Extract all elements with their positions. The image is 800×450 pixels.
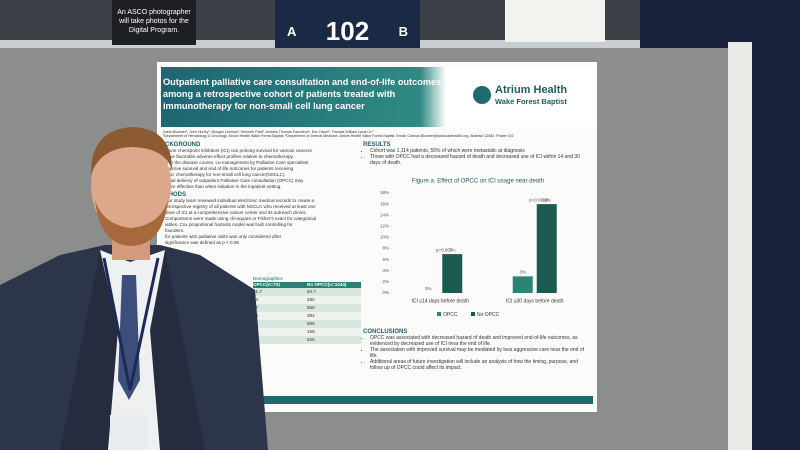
y-tick-label: 12% bbox=[380, 224, 389, 229]
bar bbox=[536, 204, 557, 293]
y-tick-label: 18% bbox=[380, 190, 389, 195]
footer-band bbox=[161, 396, 593, 404]
table-cell: 61.7 bbox=[253, 289, 262, 294]
section-heading: RESULTS bbox=[363, 142, 391, 148]
text-line: dose of ICI at a comprehensive cancer ce… bbox=[165, 210, 307, 215]
section-heading: THODS bbox=[165, 192, 186, 198]
text-line: Our study team reviewed individual elect… bbox=[165, 198, 315, 203]
board-number-sign: A 102 B bbox=[275, 0, 420, 52]
board-number: 102 bbox=[325, 15, 370, 46]
brand-name: Atrium Health bbox=[495, 84, 568, 96]
text-line: iables. Cox proportional hazards model w… bbox=[165, 222, 293, 227]
notice-papers bbox=[505, 0, 605, 42]
lapels bbox=[60, 250, 205, 450]
y-tick-label: 14% bbox=[380, 212, 389, 217]
table-cell: 560 bbox=[307, 305, 315, 310]
figure-title: Figure a. Effect of OPCC on ICI usage ne… bbox=[412, 179, 544, 185]
bullet: OPCC was associated with decreased hazar… bbox=[370, 335, 591, 347]
table-cell: 599 bbox=[307, 321, 315, 326]
p-value: p=0.0018 bbox=[529, 197, 548, 202]
text-line: mune checkpoint inhibitors (ICI) can pro… bbox=[165, 148, 312, 153]
value-label: 3% bbox=[519, 270, 526, 275]
board-letter: A bbox=[287, 23, 297, 39]
legend-label: No OPCC bbox=[477, 312, 500, 318]
y-tick-label: 0% bbox=[382, 290, 389, 295]
face bbox=[91, 131, 171, 239]
table-header: OPCC(n=70) No OPCC(n=1044) bbox=[253, 282, 361, 288]
right-column: RESULTSCohort was 1,114 patients, 55% of… bbox=[363, 140, 591, 166]
poster-header bbox=[161, 67, 593, 127]
text-line: have favorable adverse effect profiles r… bbox=[165, 154, 294, 159]
bullet-list: OPCC was associated with decreased hazar… bbox=[363, 335, 591, 371]
y-tick-label: 16% bbox=[380, 201, 389, 206]
y-tick-label: 4% bbox=[382, 268, 389, 273]
demographics-table: Demographics OPCC(n=70) No OPCC(n=1044) 61.… bbox=[253, 276, 361, 344]
value-label: 16% bbox=[542, 197, 551, 202]
p-value: p=0.003 bbox=[436, 247, 453, 252]
brand-sub: Wake Forest Baptist bbox=[495, 97, 567, 106]
figure: Figure a. Effect of OPCC on ICI usage ne… bbox=[380, 179, 564, 318]
text-line: retrospective registry of all patients w… bbox=[165, 204, 316, 209]
bullet: Cohort was 1,114 patients, 55% of which … bbox=[370, 148, 591, 154]
table-caption: Demographics bbox=[253, 276, 361, 282]
beard bbox=[95, 200, 168, 246]
hair bbox=[90, 127, 172, 175]
text-line: more effective than when initiation in t… bbox=[165, 184, 282, 189]
legend-swatch bbox=[437, 312, 441, 316]
left-column: CKGROUND mune checkpoint inhibitors (ICI)… bbox=[165, 140, 360, 246]
poster-title: Outpatient palliative care consultation … bbox=[163, 77, 442, 111]
legend-label: OPCC bbox=[443, 312, 458, 318]
affiliations: ¹Department of Hematology & Oncology, At… bbox=[163, 134, 514, 138]
table-row: 61.7 64.7 bbox=[253, 288, 361, 296]
table-cell: 480 bbox=[307, 297, 315, 302]
value-label: 0% bbox=[425, 286, 432, 291]
text-line: Comparisons were made using chi-square o… bbox=[165, 216, 317, 221]
lanyard bbox=[102, 257, 160, 391]
table-cell: 158 bbox=[307, 329, 315, 334]
badge bbox=[110, 415, 148, 450]
table-cell: 394 bbox=[307, 313, 315, 318]
text-line: ly in the disease course, co-management … bbox=[165, 160, 309, 165]
y-tick-label: 6% bbox=[382, 257, 389, 262]
y-tick-label: 10% bbox=[380, 235, 389, 240]
value-label: 7% bbox=[449, 247, 456, 252]
text-line: for patients with palliative visits was … bbox=[165, 234, 282, 239]
x-tick-label: ICI ≤14 days before death bbox=[411, 298, 469, 304]
board-frame bbox=[728, 42, 752, 450]
table-header-cell: No OPCC(n=1044) bbox=[307, 282, 347, 287]
bullet: The association with improved survival m… bbox=[370, 347, 591, 359]
text-line: initial delivery of outpatient Palliativ… bbox=[165, 178, 304, 183]
photographer-sign: An ASCO photographer will take photos fo… bbox=[112, 0, 196, 45]
text-line: founders. bbox=[165, 228, 185, 233]
text-line: toxic chemotherapy for non-small cell lu… bbox=[165, 172, 286, 177]
table-cell: 64.7 bbox=[307, 289, 316, 294]
text-line: improve survival and end of life outcome… bbox=[165, 166, 294, 171]
legend-swatch bbox=[471, 312, 475, 316]
section-heading: CONCLUSIONS bbox=[363, 329, 408, 335]
bullet: Additional areas of future investigation… bbox=[370, 359, 591, 371]
bullet-list: Cohort was 1,114 patients, 55% of which … bbox=[363, 148, 591, 166]
section-heading: CKGROUND bbox=[165, 142, 201, 148]
table-header-cell: OPCC(n=70) bbox=[253, 282, 280, 287]
conclusions: CONCLUSIONSOPCC was associated with decr… bbox=[363, 327, 591, 371]
bar bbox=[442, 254, 463, 293]
y-tick-label: 2% bbox=[382, 279, 389, 284]
bullet: Those with OPCC had a decreased hazard o… bbox=[370, 154, 591, 166]
bar bbox=[512, 276, 533, 293]
x-tick-label: ICI ≤30 days before death bbox=[506, 298, 564, 304]
table-cell: 526 bbox=[307, 337, 315, 342]
board-letter: B bbox=[398, 23, 408, 39]
text-line: significance was defined as p < 0.05 bbox=[165, 240, 239, 245]
authors: Dana Bloomer¹, John Hurley¹, Morgan Lehm… bbox=[163, 130, 374, 134]
brand-logo bbox=[473, 86, 491, 104]
y-tick-label: 8% bbox=[382, 246, 389, 251]
